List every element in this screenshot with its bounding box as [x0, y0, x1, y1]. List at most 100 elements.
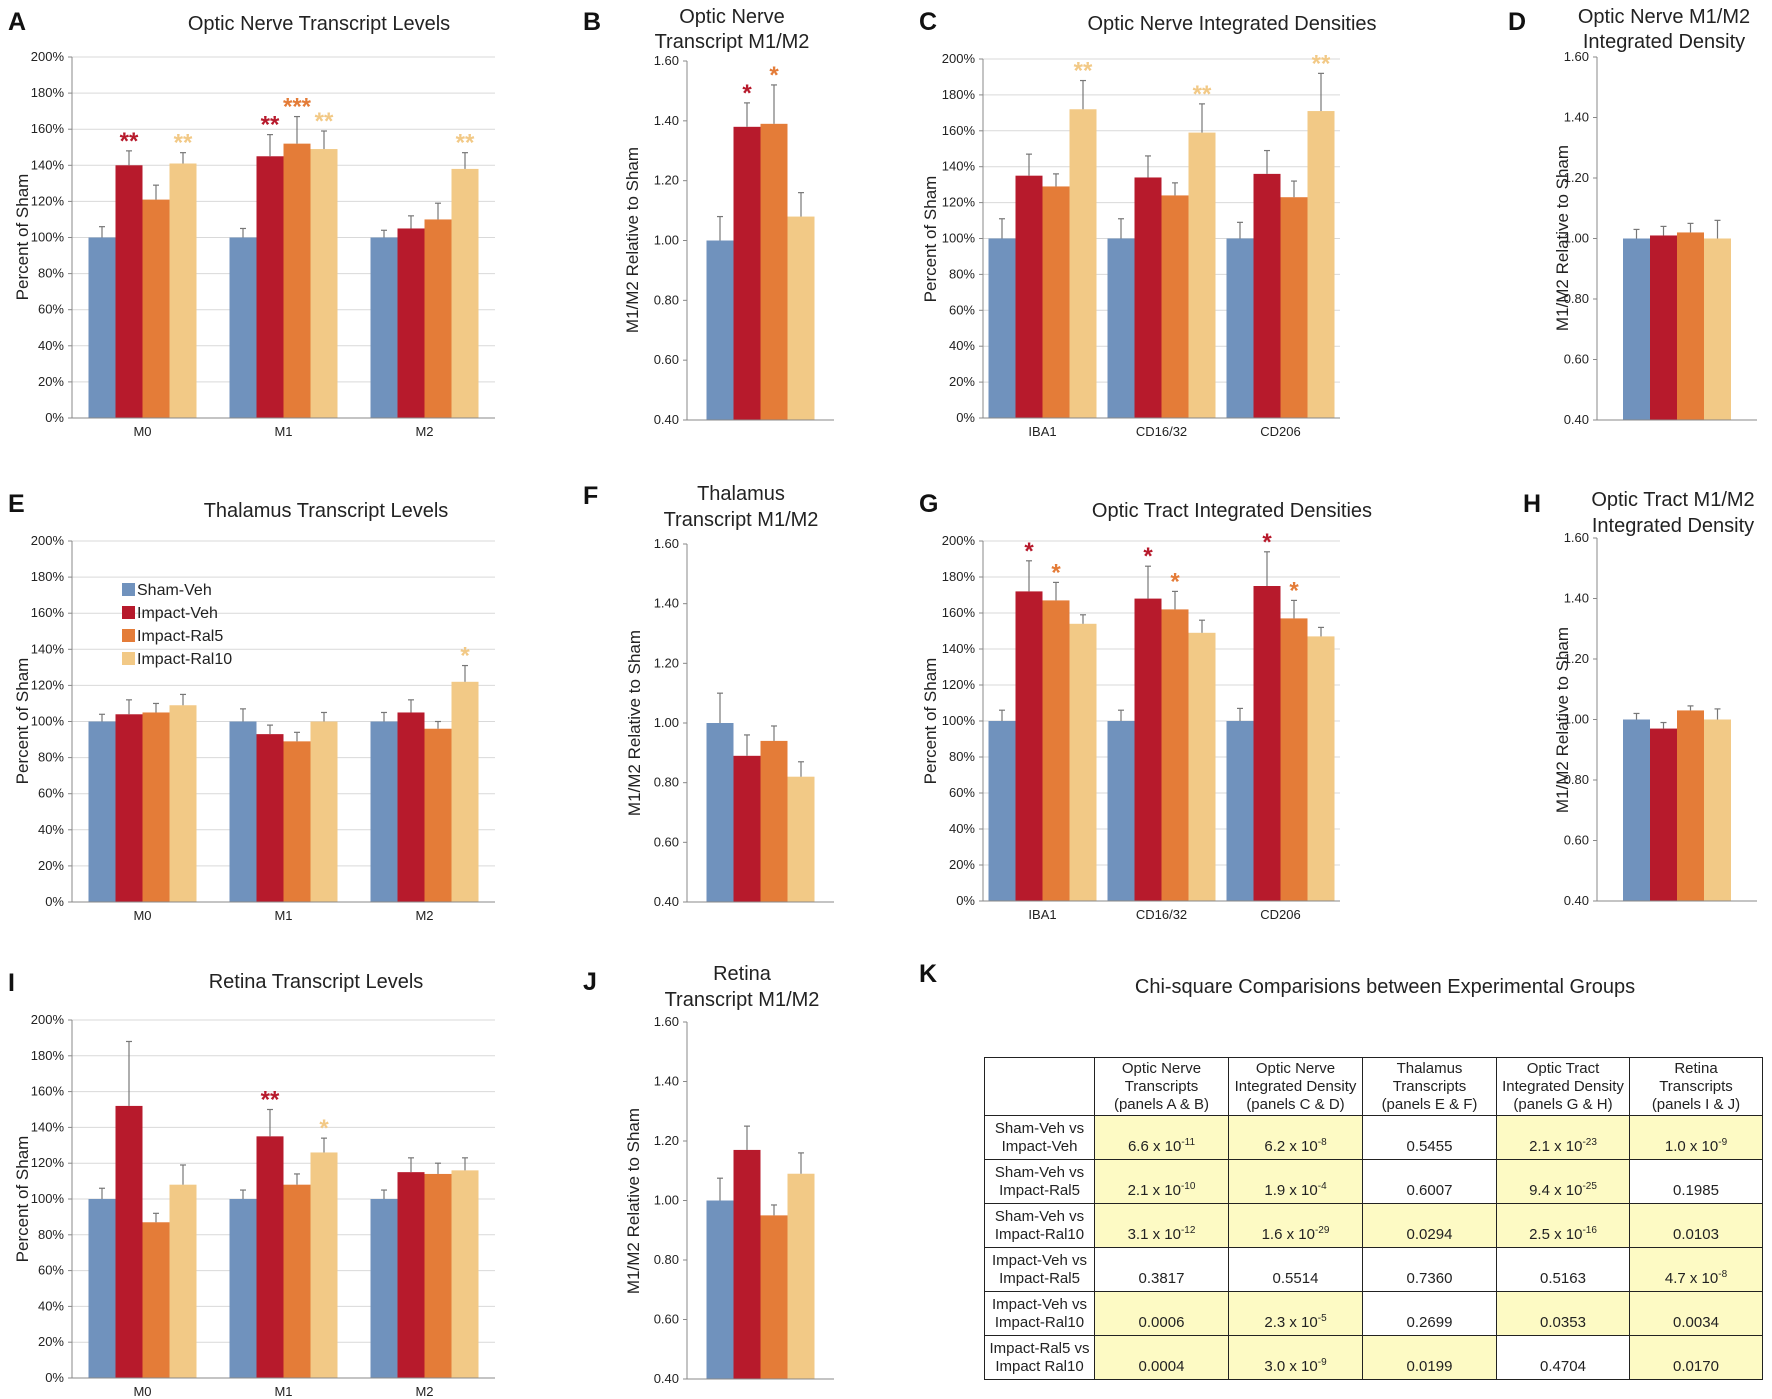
- y-tick-label-J: 1.40: [654, 1074, 679, 1089]
- bar-H-Impact-Ral5: [1677, 710, 1704, 901]
- y-tick-label-H: 0.80: [1564, 772, 1589, 787]
- panel-letter-K: K: [919, 960, 937, 988]
- cell-value: 1.9 x 10: [1264, 1182, 1318, 1199]
- bar-A-Sham-Veh: [370, 237, 398, 418]
- y-tick-label-I: 40%: [38, 1298, 64, 1313]
- bar-F-Impact-Veh: [733, 755, 761, 902]
- panel-letter-I: I: [8, 969, 15, 997]
- bar-E-Impact-Ral10: [310, 721, 338, 902]
- y-axis-label-F: M1/M2 Relative to Sham: [625, 630, 644, 816]
- y-tick-label-F: 1.40: [654, 596, 679, 611]
- y-tick-label-E: 180%: [31, 569, 65, 584]
- cell-value: 3.1 x 10: [1127, 1226, 1181, 1243]
- bar-A-Sham-Veh: [229, 237, 257, 418]
- bar-B-Sham-Veh: [706, 240, 734, 420]
- table-cell: 2.3 x 10-5: [1228, 1291, 1363, 1336]
- significance-marker-A: **: [456, 130, 475, 157]
- cell-exponent: -9: [1317, 1357, 1327, 1368]
- y-tick-label-E: 40%: [38, 822, 64, 837]
- table-row: Sham-Veh vs Impact-Veh 6.6 x 10-11 6.2 x 10…: [984, 1115, 1763, 1160]
- table-cell: 0.0103: [1629, 1203, 1763, 1248]
- y-tick-label-H: 1.60: [1564, 530, 1589, 545]
- legend-swatch: [122, 652, 135, 665]
- panel-letter-B: B: [583, 8, 601, 36]
- cell-exponent: -5: [1317, 1313, 1327, 1324]
- y-tick-label-D: 1.40: [1564, 110, 1589, 125]
- bar-G-Impact-Ral10: [1307, 636, 1335, 901]
- x-tick-label-I: M0: [133, 1384, 151, 1399]
- y-tick-label-I: 120%: [31, 1155, 65, 1170]
- row-label-line: Sham-Veh vs: [994, 1119, 1085, 1137]
- y-tick-label-A: 160%: [31, 121, 65, 136]
- cell-value: 0.0006: [1138, 1314, 1185, 1331]
- column-header-line: Integrated Density: [1234, 1077, 1357, 1095]
- y-axis-label-A: Percent of Sham: [13, 174, 32, 301]
- column-header-line: Transcripts: [1392, 1077, 1467, 1095]
- bar-A-Impact-Ral10: [310, 149, 338, 418]
- table-cell: 1.9 x 10-4: [1228, 1159, 1363, 1204]
- cell-value: 6.2 x 10: [1264, 1138, 1318, 1155]
- y-tick-label-G: 40%: [949, 821, 975, 836]
- table-column-header: Thalamus Transcripts (panels E & F): [1362, 1057, 1497, 1116]
- bar-C-Impact-Ral5: [1280, 197, 1308, 418]
- y-tick-label-E: 60%: [38, 786, 64, 801]
- bar-G-Sham-Veh: [1107, 721, 1135, 901]
- y-tick-label-C: 80%: [949, 266, 975, 281]
- table-cell: 3.1 x 10-12: [1094, 1203, 1229, 1248]
- row-label-line: Impact-Veh: [1001, 1137, 1078, 1155]
- cell-exponent: -11: [1181, 1137, 1196, 1148]
- table-cell: 0.0034: [1629, 1291, 1763, 1336]
- bar-D-Impact-Ral5: [1677, 232, 1704, 420]
- bar-D-Sham-Veh: [1623, 238, 1650, 420]
- bar-F-Sham-Veh: [706, 723, 734, 902]
- cell-value: 1.6 x 10: [1261, 1226, 1315, 1243]
- bar-E-Impact-Ral5: [283, 741, 311, 902]
- y-tick-label-H: 0.60: [1564, 833, 1589, 848]
- table-cell: 0.3817: [1094, 1247, 1229, 1292]
- row-label: Sham-Veh vs Impact-Ral5: [984, 1159, 1095, 1204]
- bar-I-Sham-Veh: [370, 1199, 398, 1378]
- y-tick-label-E: 0%: [45, 894, 64, 909]
- legend-swatch: [122, 629, 135, 642]
- y-tick-label-F: 0.40: [654, 894, 679, 909]
- cell-value: 3.0 x 10: [1264, 1358, 1318, 1375]
- y-tick-label-C: 180%: [942, 87, 976, 102]
- bar-I-Sham-Veh: [229, 1199, 257, 1378]
- bar-C-Impact-Veh: [1134, 177, 1162, 418]
- significance-marker-G: *: [1024, 538, 1034, 565]
- bar-C-Sham-Veh: [1226, 238, 1254, 418]
- y-tick-label-J: 0.40: [654, 1371, 679, 1386]
- bar-I-Impact-Ral10: [451, 1170, 479, 1378]
- x-tick-label-G: IBA1: [1028, 907, 1056, 922]
- y-tick-label-F: 0.60: [654, 834, 679, 849]
- y-tick-label-A: 120%: [31, 193, 65, 208]
- bar-I-Impact-Ral5: [424, 1173, 452, 1378]
- y-axis-label-B: M1/M2 Relative to Sham: [623, 147, 642, 333]
- column-header-line: (panels E & F): [1381, 1095, 1478, 1113]
- y-tick-label-E: 100%: [31, 714, 65, 729]
- row-label: Impact-Ral5 vs Impact Ral10: [984, 1335, 1095, 1380]
- significance-marker-C: **: [1312, 50, 1331, 77]
- y-tick-label-E: 160%: [31, 605, 65, 620]
- y-tick-label-G: 0%: [956, 893, 975, 908]
- row-label-line: Sham-Veh vs: [994, 1207, 1085, 1225]
- bar-G-Impact-Veh: [1015, 591, 1043, 901]
- chart-title-C: Optic Nerve Integrated Densities: [1087, 13, 1376, 35]
- y-tick-label-C: 200%: [942, 51, 976, 66]
- cell-value: 0.5455: [1406, 1138, 1453, 1155]
- chart-title-E: Thalamus Transcript Levels: [204, 500, 449, 522]
- y-tick-label-J: 1.20: [654, 1133, 679, 1148]
- y-tick-label-A: 180%: [31, 85, 65, 100]
- table-title: Chi-square Comparisions between Experime…: [1135, 976, 1635, 998]
- table-cell: 0.4704: [1496, 1335, 1630, 1380]
- table-row: Impact-Veh vs Impact-Ral10 0.0006 2.3 x 10-…: [984, 1291, 1763, 1336]
- y-tick-label-B: 0.60: [654, 352, 679, 367]
- chi-square-table: Optic Nerve Transcripts (panels A & B) Opti…: [984, 1057, 1763, 1380]
- y-tick-label-A: 40%: [38, 338, 64, 353]
- y-tick-label-D: 1.00: [1564, 231, 1589, 246]
- bar-A-Impact-Veh: [397, 228, 425, 418]
- panel-letter-G: G: [919, 490, 938, 518]
- bar-H-Impact-Ral10: [1704, 719, 1731, 901]
- bar-E-Impact-Ral10: [451, 681, 479, 902]
- bar-J-Impact-Veh: [733, 1149, 761, 1379]
